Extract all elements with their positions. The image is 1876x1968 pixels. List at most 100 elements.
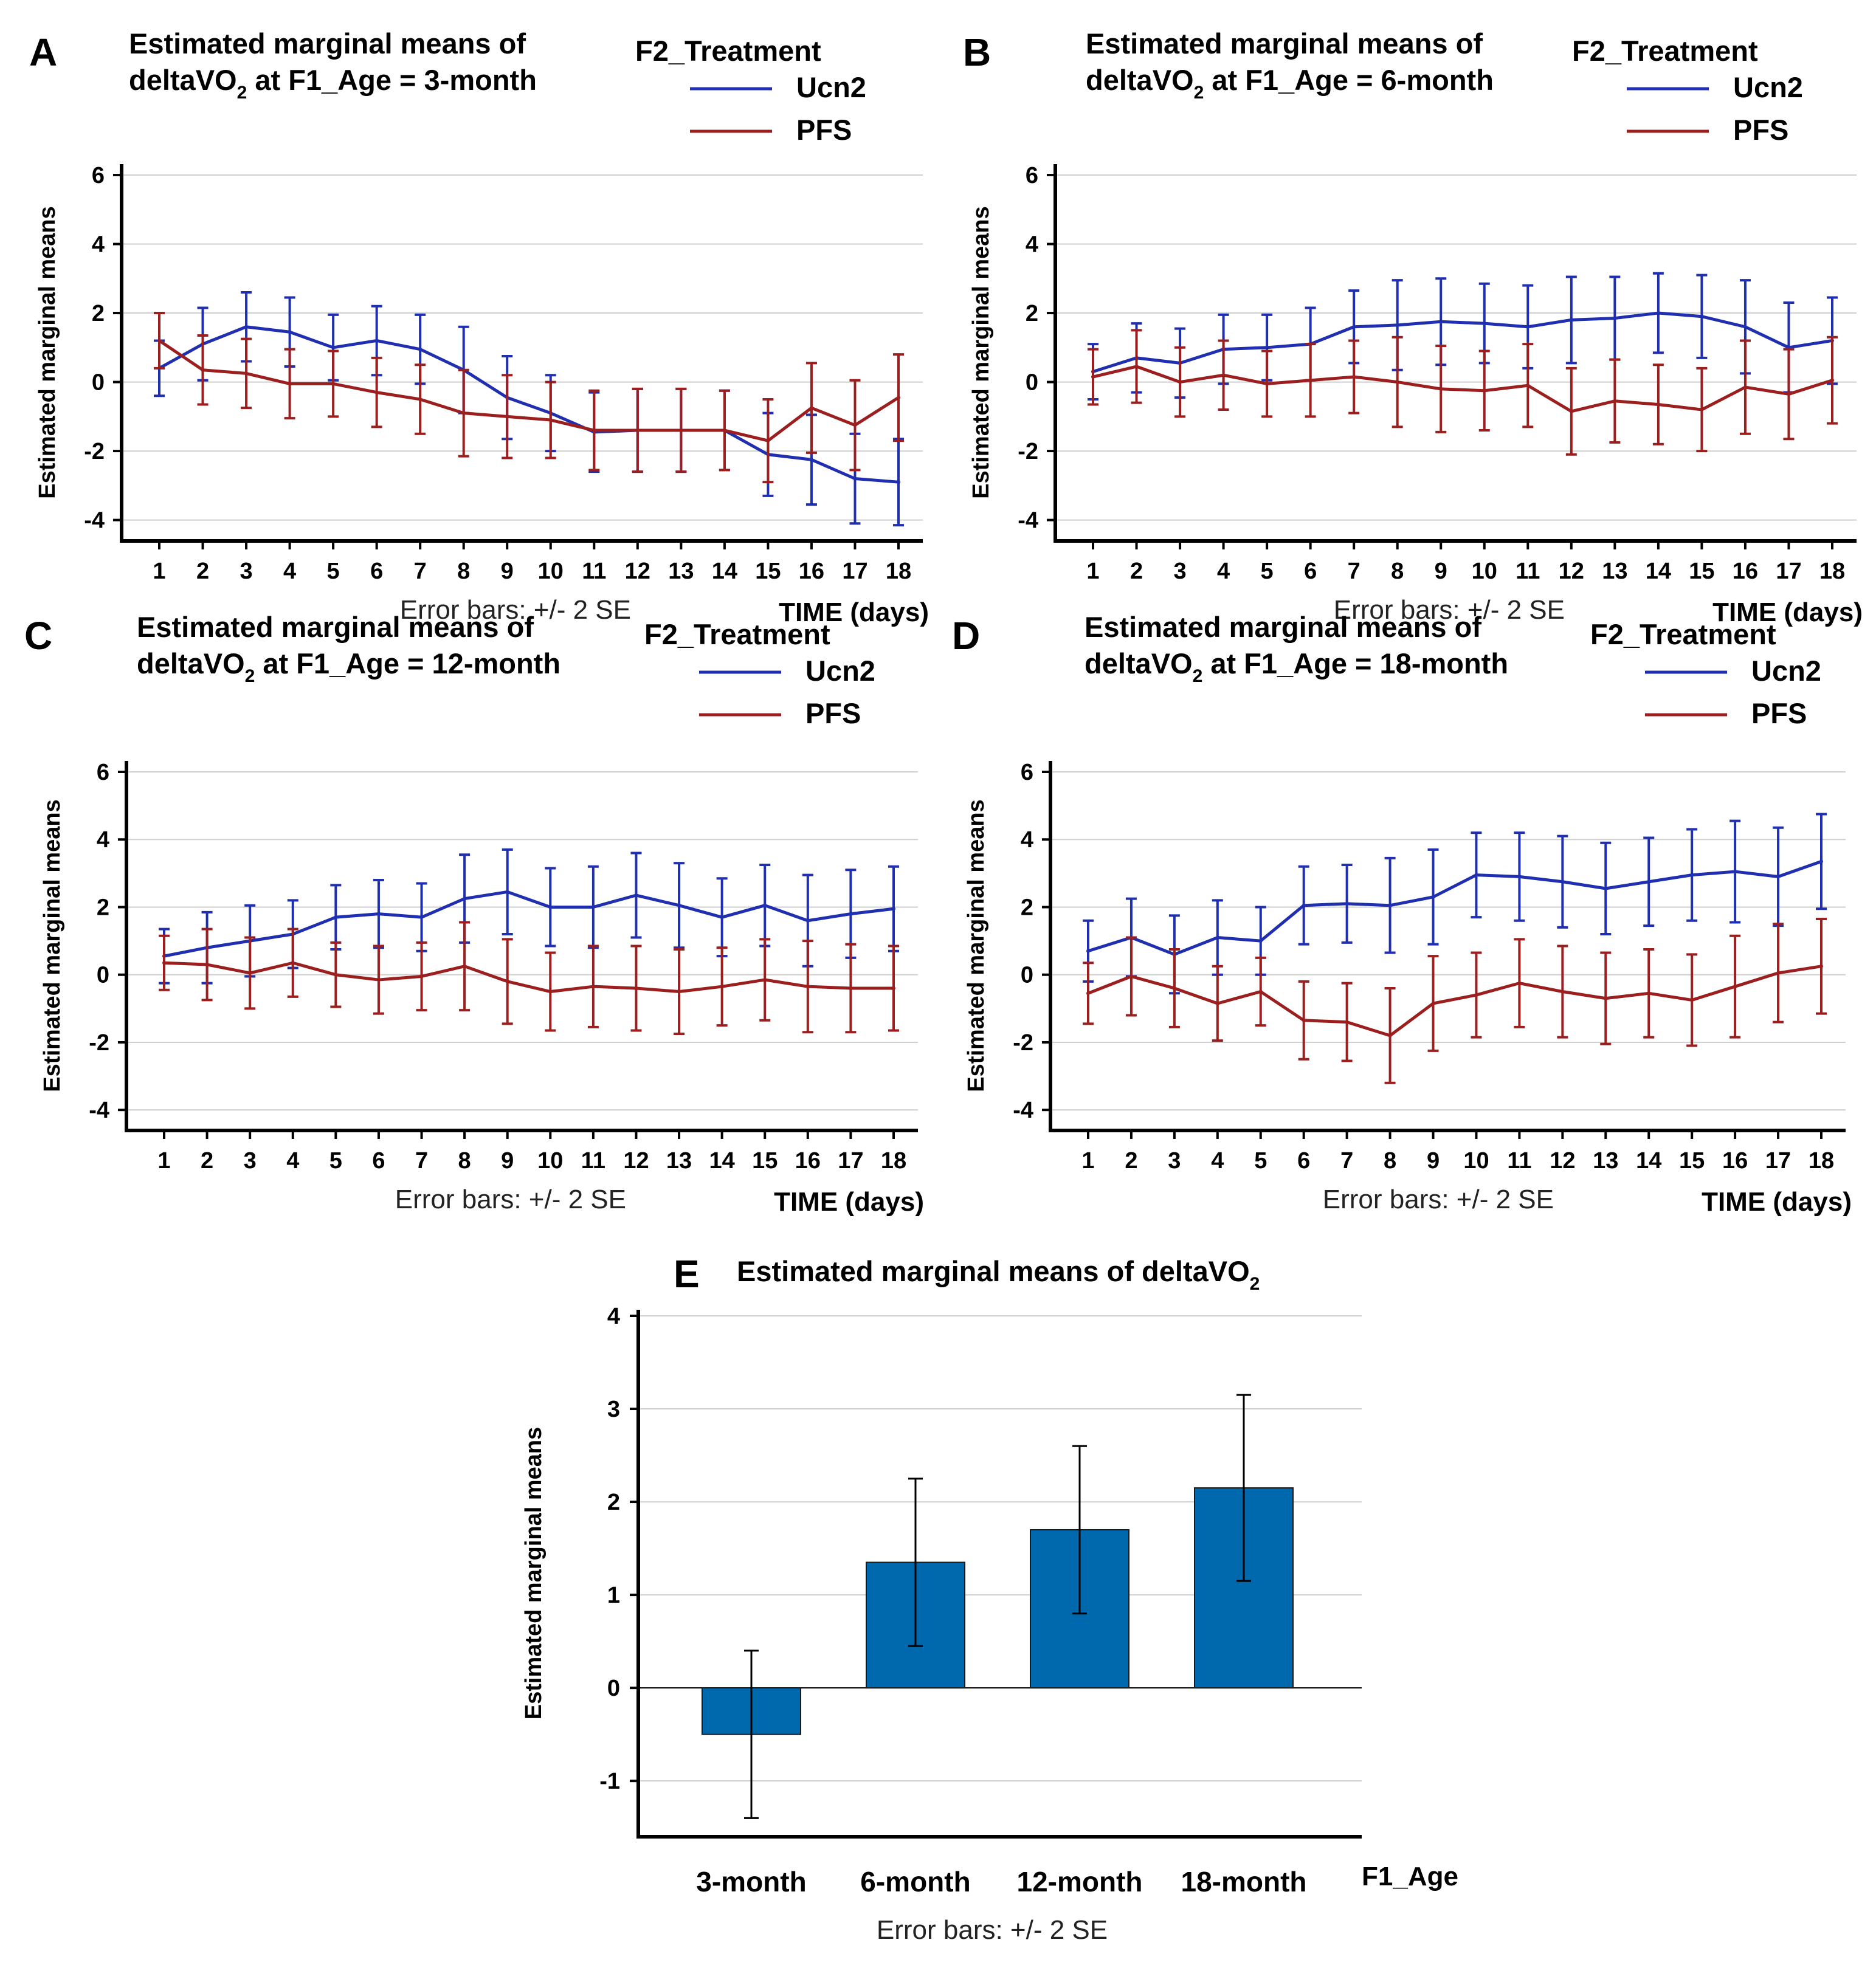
- data-point-ucn2: [1431, 895, 1435, 899]
- data-point-ucn2: [418, 347, 422, 351]
- y-tick-label: 6: [92, 163, 105, 188]
- data-point-ucn2: [1345, 901, 1349, 906]
- x-tick-label: 12: [625, 559, 650, 584]
- x-tick-label: 4: [283, 559, 296, 584]
- y-axis-label: Estimated marginal means: [35, 206, 60, 499]
- data-point-pfs: [205, 963, 209, 967]
- axes: [125, 761, 918, 1132]
- data-point-ucn2: [892, 907, 895, 911]
- category-label: 3-month: [696, 1866, 806, 1897]
- x-tick-label: 18: [881, 1148, 906, 1174]
- data-point-pfs: [1787, 392, 1791, 396]
- data-point-ucn2: [677, 903, 681, 907]
- legend-label-pfs: PFS: [805, 697, 861, 729]
- axes: [120, 164, 923, 543]
- data-point-pfs: [1474, 993, 1478, 997]
- data-point-pfs: [461, 411, 466, 415]
- data-point-pfs: [1647, 991, 1651, 996]
- data-point-pfs: [1776, 971, 1781, 975]
- x-tick-label: 17: [1776, 559, 1801, 584]
- x-tick-label: 10: [538, 559, 564, 584]
- series-line-pfs: [158, 339, 900, 442]
- x-tick-label: 11: [1507, 1148, 1531, 1174]
- data-point-pfs: [1221, 373, 1226, 377]
- data-point-ucn2: [1439, 320, 1443, 324]
- data-point-pfs: [809, 406, 813, 410]
- y-axis-label: Estimated marginal means: [40, 799, 65, 1092]
- chart-title-line1: Estimated marginal means of: [1085, 611, 1481, 643]
- series-line-pfs: [164, 961, 894, 994]
- x-tick-label: 17: [1765, 1148, 1791, 1174]
- legend-label-ucn2: Ucn2: [1751, 655, 1821, 687]
- y-tick-label: 4: [1026, 232, 1038, 258]
- x-tick-label: 9: [501, 1148, 514, 1174]
- x-tick-label: 6: [370, 559, 383, 584]
- x-tick-label: 5: [329, 1148, 342, 1174]
- title-rest: at F1_Age = 6-month: [1204, 64, 1494, 96]
- title-main: deltaVO: [129, 64, 237, 96]
- x-tick-label: 2: [1130, 559, 1143, 584]
- legend-label-pfs: PFS: [1733, 114, 1788, 146]
- panel-letter: E: [674, 1252, 700, 1296]
- x-tick-label: 4: [286, 1148, 299, 1174]
- y-tick-label: -2: [1018, 439, 1038, 464]
- data-point-pfs: [720, 985, 724, 989]
- x-tick-label: 9: [1435, 559, 1447, 584]
- x-tick-label: 14: [1646, 559, 1671, 584]
- y-tick-label: -2: [84, 439, 105, 464]
- data-point-pfs: [1517, 981, 1522, 985]
- x-axis-label: TIME (days): [774, 1187, 924, 1217]
- chart-title-line1: Estimated marginal means of: [1086, 27, 1483, 60]
- y-tick-label: 4: [607, 1304, 620, 1329]
- chart-title-line2: deltaVO2 at F1_Age = 6-month: [1086, 64, 1494, 103]
- data-point-pfs: [1656, 402, 1660, 407]
- title-subscript: 2: [237, 83, 247, 103]
- data-point-ucn2: [591, 905, 595, 909]
- x-tick-label: 4: [1217, 559, 1230, 584]
- data-point-pfs: [722, 428, 726, 433]
- y-tick-label: 3: [607, 1397, 620, 1422]
- series-line-ucn2: [1092, 311, 1833, 373]
- x-tick-label: 8: [458, 1148, 471, 1174]
- series-line-pfs: [1092, 365, 1833, 413]
- y-tick-label: 6: [1021, 760, 1033, 785]
- data-point-pfs: [897, 396, 900, 400]
- y-tick-label: 4: [97, 827, 109, 853]
- data-point-ucn2: [1700, 314, 1704, 318]
- x-tick-label: 1: [1086, 559, 1099, 584]
- x-tick-label: 1: [153, 559, 165, 584]
- data-point-pfs: [679, 428, 683, 433]
- x-tick-label: 10: [1472, 559, 1497, 584]
- y-axis-label: Estimated marginal means: [521, 1427, 547, 1720]
- data-point-pfs: [1134, 365, 1139, 369]
- x-tick-label: 3: [1173, 559, 1186, 584]
- data-point-pfs: [1265, 382, 1269, 386]
- data-point-ucn2: [849, 912, 853, 916]
- chart-title-line2: deltaVO2 at F1_Age = 18-month: [1085, 647, 1508, 686]
- data-point-ucn2: [334, 915, 338, 920]
- data-point-ucn2: [1474, 873, 1478, 877]
- y-tick-label: 4: [1021, 827, 1033, 853]
- data-point-ucn2: [331, 345, 336, 349]
- x-axis-label: TIME (days): [1702, 1187, 1852, 1217]
- legend-title: F2_Treatment: [644, 618, 830, 650]
- y-tick-label: -4: [1018, 508, 1038, 534]
- data-point-pfs: [591, 985, 595, 989]
- x-tick-label: 10: [537, 1148, 563, 1174]
- data-point-ucn2: [763, 903, 767, 907]
- y-axis-label: Estimated marginal means: [964, 799, 989, 1092]
- x-tick-label: 6: [1304, 559, 1317, 584]
- data-point-pfs: [1308, 378, 1312, 382]
- data-point-pfs: [1345, 1020, 1349, 1024]
- category-label: 6-month: [860, 1866, 970, 1897]
- data-point-ucn2: [1388, 903, 1392, 907]
- data-point-ucn2: [720, 915, 724, 920]
- data-point-pfs: [505, 979, 509, 983]
- x-tick-label: 15: [752, 1148, 778, 1174]
- data-point-pfs: [419, 974, 424, 979]
- legend-title: F2_Treatment: [635, 35, 821, 67]
- chart-title-line1: Estimated marginal means of: [129, 27, 526, 60]
- x-tick-label: 13: [1593, 1148, 1618, 1174]
